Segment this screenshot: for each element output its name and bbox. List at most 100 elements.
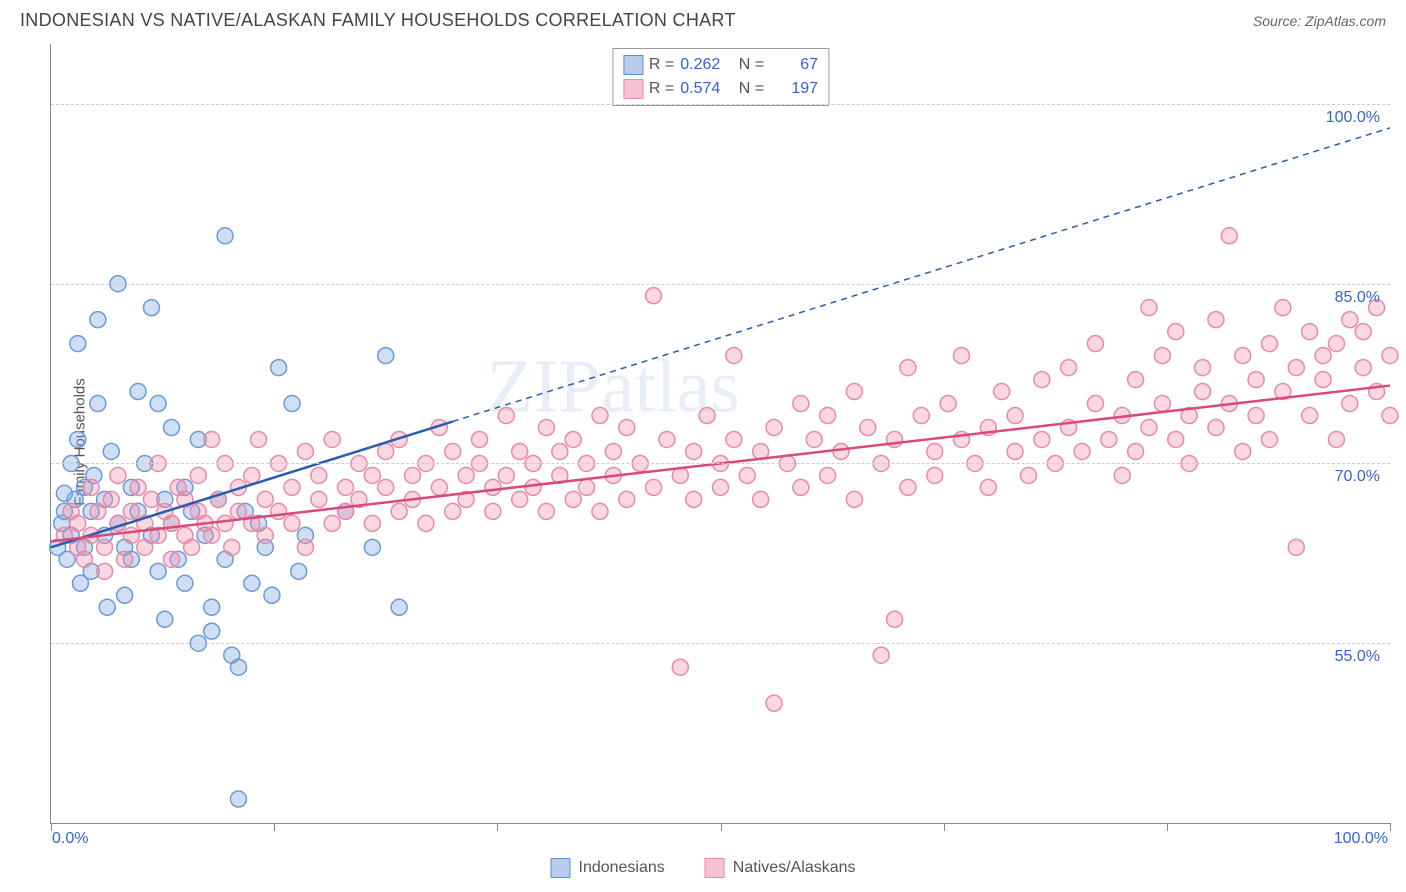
data-point	[130, 479, 146, 495]
x-tick-label-end: 100.0%	[1334, 830, 1388, 848]
data-point	[177, 575, 193, 591]
data-point	[1168, 431, 1184, 447]
data-point	[565, 431, 581, 447]
data-point	[565, 491, 581, 507]
data-point	[405, 467, 421, 483]
data-point	[103, 443, 119, 459]
data-point	[217, 515, 233, 531]
data-point	[820, 408, 836, 424]
data-point	[117, 551, 133, 567]
data-point	[927, 467, 943, 483]
stats-row: R =0.574 N =197	[623, 77, 818, 101]
legend-item: Natives/Alaskans	[705, 858, 856, 878]
data-point	[204, 599, 220, 615]
stat-n-value: 67	[770, 53, 818, 77]
stat-n-label: N =	[734, 77, 764, 101]
x-tick	[497, 823, 498, 831]
data-point	[1235, 348, 1251, 364]
legend-swatch	[705, 858, 725, 878]
data-point	[284, 515, 300, 531]
x-tick	[721, 823, 722, 831]
data-point	[264, 587, 280, 603]
data-point	[1261, 336, 1277, 352]
data-point	[793, 479, 809, 495]
source-attribution: Source: ZipAtlas.com	[1253, 13, 1386, 29]
stat-n-value: 197	[770, 77, 818, 101]
data-point	[204, 623, 220, 639]
legend-label: Indonesians	[578, 859, 664, 877]
data-point	[1342, 396, 1358, 412]
data-point	[110, 467, 126, 483]
data-point	[1154, 348, 1170, 364]
data-point	[592, 408, 608, 424]
data-point	[766, 695, 782, 711]
data-point	[1328, 431, 1344, 447]
data-point	[820, 467, 836, 483]
stat-r-label: R =	[649, 53, 674, 77]
gridline	[51, 104, 1390, 105]
data-point	[284, 479, 300, 495]
data-point	[927, 443, 943, 459]
data-point	[103, 491, 119, 507]
gridline	[51, 284, 1390, 285]
data-point	[579, 479, 595, 495]
data-point	[164, 420, 180, 436]
data-point	[271, 360, 287, 376]
stats-legend: R =0.262 N =67R =0.574 N =197	[612, 48, 829, 106]
data-point	[378, 443, 394, 459]
data-point	[1168, 324, 1184, 340]
y-tick-label: 55.0%	[1335, 648, 1380, 666]
data-point	[311, 467, 327, 483]
plot-area: ZIPatlas R =0.262 N =67R =0.574 N =197 5…	[50, 44, 1390, 824]
data-point	[224, 539, 240, 555]
data-point	[538, 420, 554, 436]
data-point	[130, 384, 146, 400]
data-point	[1288, 360, 1304, 376]
data-point	[739, 467, 755, 483]
data-point	[1315, 348, 1331, 364]
data-point	[204, 431, 220, 447]
legend-swatch	[623, 55, 643, 75]
x-tick	[944, 823, 945, 831]
data-point	[646, 479, 662, 495]
gridline	[51, 463, 1390, 464]
data-point	[485, 479, 501, 495]
series-legend: Indonesians Natives/Alaskans	[550, 858, 855, 878]
data-point	[1261, 431, 1277, 447]
stat-r-value: 0.262	[680, 53, 728, 77]
data-point	[1315, 372, 1331, 388]
data-point	[97, 539, 113, 555]
data-point	[90, 312, 106, 328]
data-point	[244, 575, 260, 591]
data-point	[860, 420, 876, 436]
data-point	[1195, 384, 1211, 400]
data-point	[97, 563, 113, 579]
data-point	[1235, 443, 1251, 459]
data-point	[686, 491, 702, 507]
data-point	[83, 479, 99, 495]
chart-container: Family Households ZIPatlas R =0.262 N =6…	[50, 44, 1390, 840]
data-point	[1248, 372, 1264, 388]
data-point	[1101, 431, 1117, 447]
data-point	[1141, 420, 1157, 436]
data-point	[833, 443, 849, 459]
data-point	[1288, 539, 1304, 555]
y-tick-label: 85.0%	[1335, 289, 1380, 307]
data-point	[726, 348, 742, 364]
data-point	[297, 443, 313, 459]
data-point	[1342, 312, 1358, 328]
data-point	[137, 539, 153, 555]
data-point	[471, 431, 487, 447]
data-point	[1195, 360, 1211, 376]
data-point	[1302, 324, 1318, 340]
data-point	[699, 408, 715, 424]
data-point	[378, 348, 394, 364]
data-point	[1128, 372, 1144, 388]
data-point	[498, 408, 514, 424]
data-point	[338, 479, 354, 495]
data-point	[244, 467, 260, 483]
data-point	[70, 336, 86, 352]
gridline	[51, 643, 1390, 644]
data-point	[1382, 348, 1398, 364]
data-point	[646, 288, 662, 304]
